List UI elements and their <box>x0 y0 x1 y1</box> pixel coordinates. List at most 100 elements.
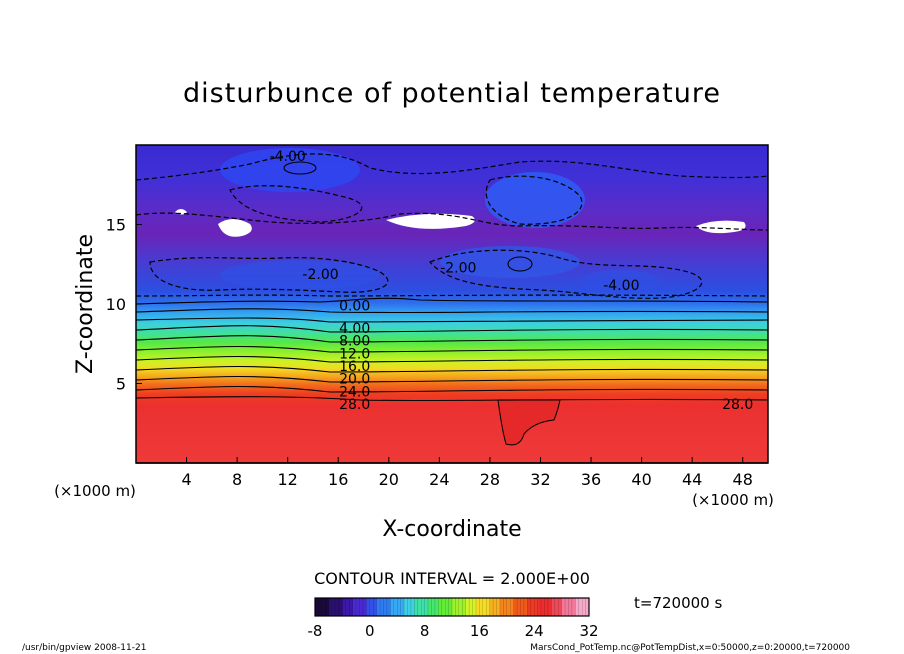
colorbar-cell <box>503 598 508 616</box>
colorbar-cell <box>421 598 425 616</box>
colorbar-cell <box>527 598 532 616</box>
cold-patch <box>485 172 585 228</box>
colorbar-cell <box>414 598 419 616</box>
contour-label: 20.0 <box>339 372 370 388</box>
colorbar-cell <box>517 598 521 616</box>
missing-patch <box>218 219 252 237</box>
contour-line <box>135 345 769 353</box>
contour-line <box>135 325 769 333</box>
warm-bulge <box>497 399 561 446</box>
colorbar-tick-label: 16 <box>470 622 489 640</box>
colorbar-cell <box>448 598 453 616</box>
colorbar-cell <box>328 598 333 616</box>
dashed-contour <box>135 212 769 231</box>
colorbar-cell <box>356 598 360 616</box>
contour-line <box>135 365 769 373</box>
colorbar-cell <box>338 598 343 616</box>
contour-lines <box>135 161 769 402</box>
dashed-contour <box>135 294 769 297</box>
colorbar-cell <box>410 598 415 616</box>
missing-patch <box>386 213 475 229</box>
colorbar-cell <box>561 598 566 616</box>
colorbar-cell <box>475 598 480 616</box>
colorbar-cell <box>523 598 528 616</box>
colorbar-cell <box>441 598 446 616</box>
colorbar-cell <box>537 598 542 616</box>
contour-line <box>135 385 769 393</box>
colorbar-cell <box>496 598 501 616</box>
contour-line <box>135 375 769 383</box>
colorbar-cell <box>554 598 559 616</box>
colorbar-cell <box>541 598 545 616</box>
cold-patch <box>220 148 360 192</box>
colorbar-cell <box>315 598 319 616</box>
chart-title: disturbunce of potential temperature <box>183 78 721 109</box>
colorbar-cell <box>458 598 463 616</box>
contour-line <box>135 355 769 363</box>
negative-contours <box>135 153 769 299</box>
x-tick-label: 32 <box>530 470 550 489</box>
colorbar-cell <box>486 598 490 616</box>
contour-label: 12.0 <box>339 346 370 362</box>
colorbar-cell <box>455 598 460 616</box>
cold-patch <box>220 260 380 290</box>
y-axis: 5 10 15 <box>106 216 142 394</box>
plot-area: -4.00 -2.00 -2.00 -4.00 0.00 4.008.0012.016.0… <box>135 144 769 464</box>
colorbar-cell <box>578 598 583 616</box>
footer-right: MarsCond_PotTemp.nc@PotTempDist,x=0:5000… <box>530 643 850 653</box>
colorbar-cell <box>400 598 405 616</box>
x-unit-left: (×1000 m) <box>54 482 136 500</box>
colorbar: -8 0 8 16 24 32 <box>308 597 599 640</box>
x-tick-label: 8 <box>232 470 242 489</box>
contour-line <box>135 396 769 402</box>
colorbar-tick-label: -8 <box>308 622 323 640</box>
x-axis: 4 8 12 16 20 24 28 32 36 40 44 48 <box>136 457 768 489</box>
y-tick-label: 15 <box>106 216 126 235</box>
time-label: t=720000 s <box>634 594 722 612</box>
colorbar-cell <box>318 598 323 616</box>
colorbar-cell <box>582 598 586 616</box>
colorbar-cell <box>342 598 347 616</box>
colorbar-cell <box>417 598 422 616</box>
cold-patch <box>580 270 660 294</box>
colorbar-cell <box>434 598 439 616</box>
x-tick-label: 48 <box>733 470 753 489</box>
contour-line <box>135 335 769 343</box>
contour-labels: -4.00 -2.00 -2.00 -4.00 0.00 4.008.0012.016.0… <box>270 149 754 413</box>
colorbar-cell <box>404 598 408 616</box>
contour-line <box>135 308 769 314</box>
colorbar-cell <box>366 598 371 616</box>
colorbar-cell <box>534 598 538 616</box>
y-tick-label: 5 <box>116 375 126 394</box>
contour-line <box>283 161 317 175</box>
dashed-contour <box>429 249 703 299</box>
potential-temperature-field <box>136 145 768 463</box>
x-unit-right: (×1000 m) <box>692 491 774 509</box>
colorbar-cell <box>482 598 487 616</box>
colorbar-cell <box>513 598 518 616</box>
colorbar-tick-label: 0 <box>365 622 375 640</box>
x-tick-label: 44 <box>682 470 702 489</box>
dashed-contour <box>135 153 769 181</box>
colorbar-cell <box>386 598 391 616</box>
x-tick-label: 28 <box>480 470 500 489</box>
contour-label: -4.00 <box>603 278 639 294</box>
y-axis-label: Z-coordinate <box>73 234 98 374</box>
colorbar-cell <box>520 598 525 616</box>
colorbar-cell <box>472 598 477 616</box>
x-tick-label: 12 <box>278 470 298 489</box>
colorbar-cell <box>407 598 412 616</box>
colorbar-cell <box>321 598 326 616</box>
colorbar-cell <box>575 598 580 616</box>
colorbar-cell <box>510 598 514 616</box>
x-tick-label: 24 <box>429 470 449 489</box>
contour-line <box>507 256 533 272</box>
contour-label: 28.0 <box>339 397 370 413</box>
dashed-contour <box>149 257 389 293</box>
colorbar-cell <box>335 598 340 616</box>
footer-left: /usr/bin/gpview 2008-11-21 <box>22 643 146 653</box>
colorbar-cell <box>393 598 398 616</box>
contour-label: 0.00 <box>339 299 370 315</box>
colorbar-tick-label: 8 <box>420 622 430 640</box>
